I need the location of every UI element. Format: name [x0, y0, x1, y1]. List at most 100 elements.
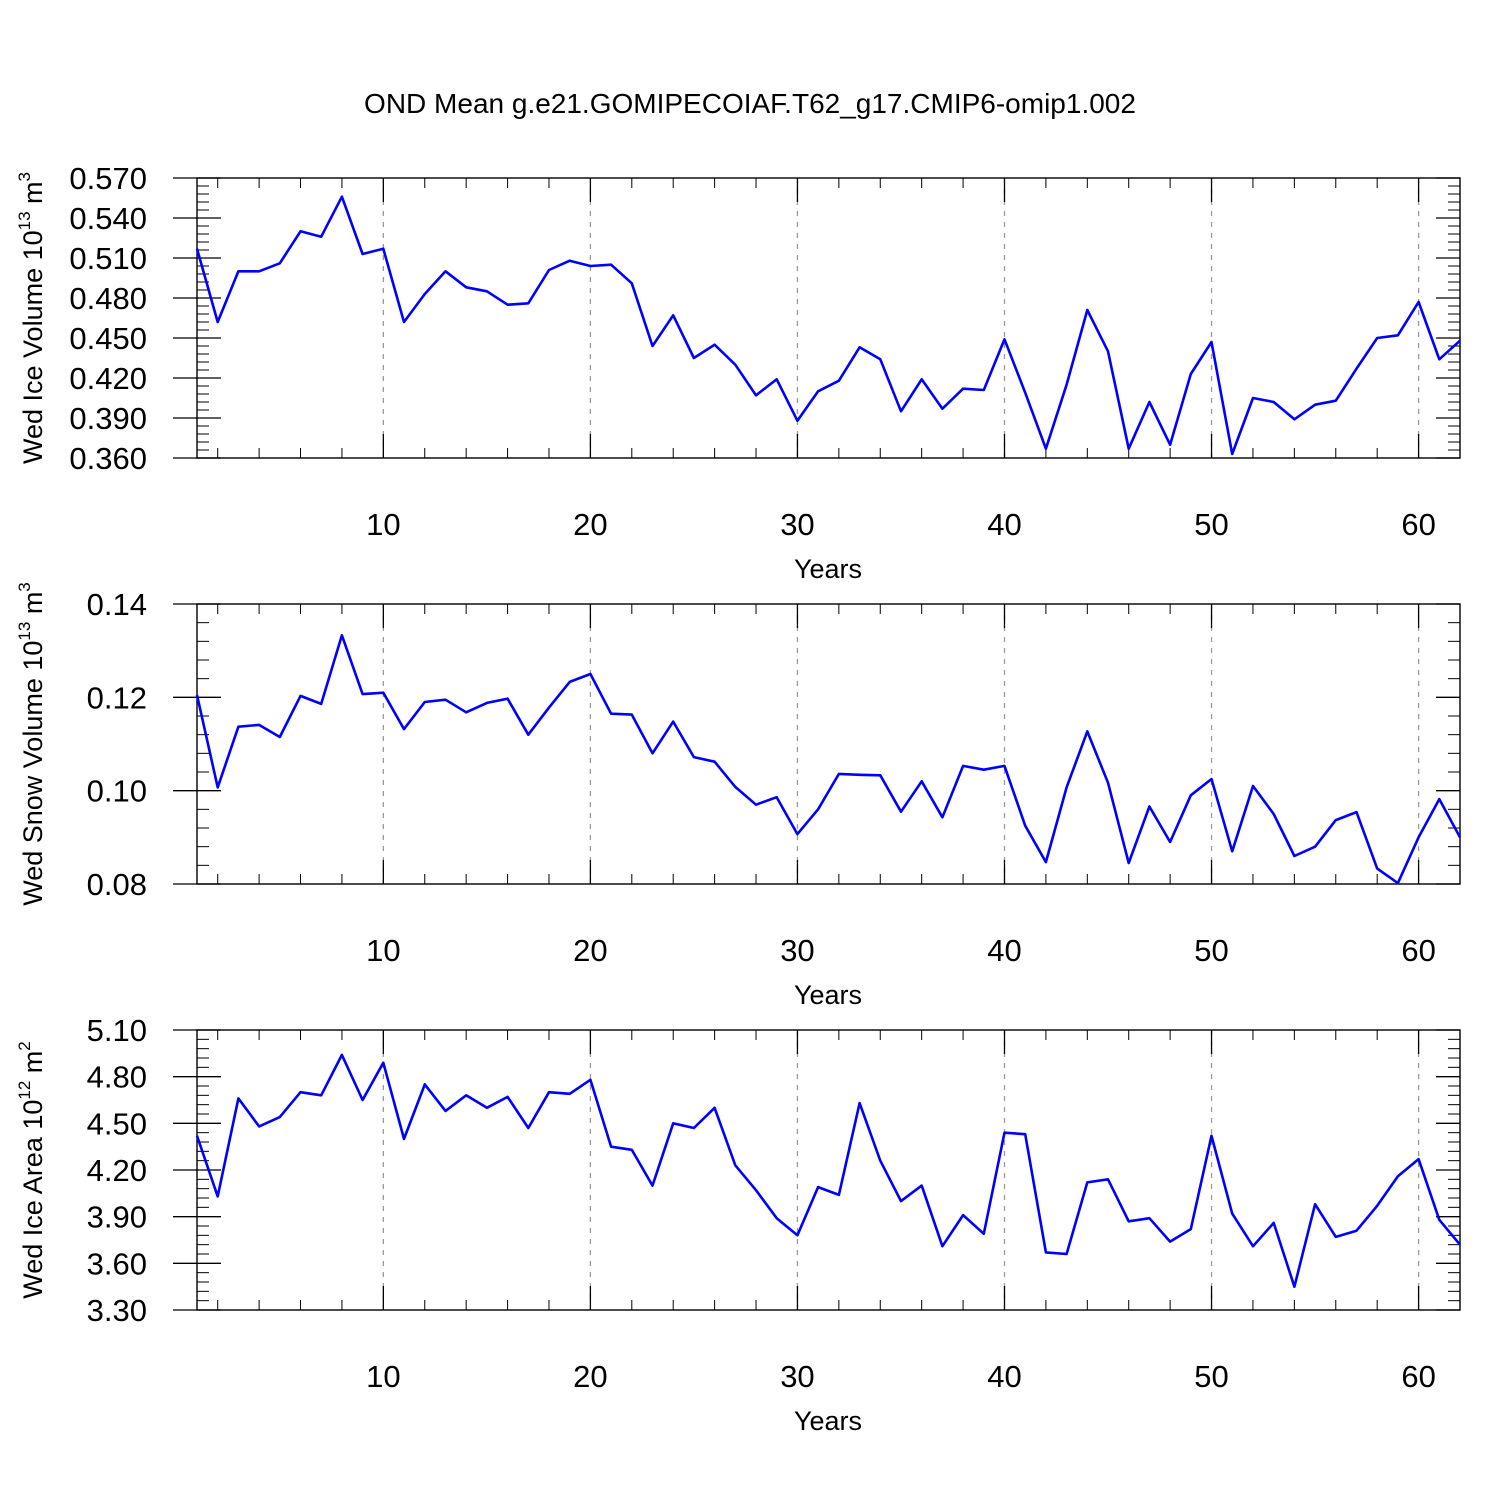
data-point: [258, 270, 260, 272]
data-point: [734, 1164, 736, 1166]
data-point: [1190, 373, 1192, 375]
data-point: [1169, 443, 1171, 445]
data-point: [589, 673, 591, 675]
data-point: [589, 1079, 591, 1081]
data-point: [320, 1094, 322, 1096]
data-point: [341, 634, 343, 636]
y-tick-label: 0.540: [69, 201, 147, 236]
data-point: [1376, 337, 1378, 339]
data-point: [796, 833, 798, 835]
data-point: [858, 1102, 860, 1104]
y-tick-label: 3.60: [87, 1246, 147, 1281]
data-point: [1107, 782, 1109, 784]
series-line-wed-ice-area: [195, 1053, 1461, 1288]
x-tick-label: 60: [1401, 933, 1435, 968]
data-point: [1065, 1253, 1067, 1255]
figure-title: OND Mean g.e21.GOMIPECOIAF.T62_g17.CMIP6…: [364, 88, 1136, 119]
data-point: [1003, 338, 1005, 340]
data-point: [858, 346, 860, 348]
data-point: [610, 263, 612, 265]
data-point: [1335, 1236, 1337, 1238]
x-axis-label: Years: [794, 554, 862, 584]
data-point: [962, 765, 964, 767]
data-point: [1003, 1131, 1005, 1133]
data-point: [1335, 399, 1337, 401]
data-point: [1376, 1205, 1378, 1207]
data-point: [1024, 1133, 1026, 1135]
data-point: [403, 728, 405, 730]
data-point: [196, 694, 198, 696]
data-point: [1210, 341, 1212, 343]
x-tick-label: 40: [987, 507, 1021, 542]
panel-3: 3.30 3.60 3.90 4.20 4.50 4.80 5.10 10 20 30 40 50 60…: [15, 1013, 1461, 1436]
data-point: [858, 774, 860, 776]
y-tick-label: 4.80: [87, 1060, 147, 1095]
data-point: [548, 269, 550, 271]
y-tick-label: 0.570: [69, 161, 147, 196]
data-point: [279, 736, 281, 738]
data-point: [713, 1107, 715, 1109]
data-point: [920, 378, 922, 380]
x-tick-label: 50: [1194, 507, 1228, 542]
data-point: [693, 1127, 695, 1129]
x-tick-label: 30: [780, 933, 814, 968]
y-axis-label: Wed Ice Volume 1013 m3: [15, 172, 48, 464]
y-axis-label-part: m: [18, 592, 48, 622]
data-point: [341, 1054, 343, 1056]
data-point: [838, 379, 840, 381]
data-point: [320, 235, 322, 237]
data-point: [1107, 350, 1109, 352]
data-point: [424, 293, 426, 295]
y-tick-label: 0.360: [69, 441, 147, 476]
x-tick-label: 20: [573, 933, 607, 968]
data-point: [1190, 794, 1192, 796]
data-point: [1148, 401, 1150, 403]
data-point: [838, 1194, 840, 1196]
data-point: [1210, 1135, 1212, 1137]
data-point: [486, 1107, 488, 1109]
panel-1: 0.360 0.390 0.420 0.450 0.480 0.510 0.540 0.570…: [15, 161, 1461, 584]
data-point: [672, 1122, 674, 1124]
data-point: [983, 768, 985, 770]
data-point: [1148, 1217, 1150, 1219]
data-point: [403, 321, 405, 323]
data-point: [1231, 850, 1233, 852]
y-tick-label: 0.10: [87, 774, 147, 809]
data-point: [941, 1245, 943, 1247]
data-point: [713, 761, 715, 763]
y-axis-label-part: 13: [15, 622, 34, 641]
data-point: [1459, 1243, 1461, 1245]
data-point: [610, 712, 612, 714]
data-point: [631, 282, 633, 284]
data-point: [693, 357, 695, 359]
data-point: [299, 230, 301, 232]
data-point: [1231, 1212, 1233, 1214]
data-point: [941, 816, 943, 818]
data-point: [527, 302, 529, 304]
data-point: [424, 701, 426, 703]
data-point: [237, 726, 239, 728]
y-axis-label-part: m: [18, 181, 48, 211]
y-tick-label: 3.90: [87, 1200, 147, 1235]
data-point: [1355, 367, 1357, 369]
x-tick-label: 60: [1401, 1359, 1435, 1394]
data-point: [1335, 819, 1337, 821]
data-point: [382, 247, 384, 249]
data-point: [734, 786, 736, 788]
data-point: [444, 698, 446, 700]
data-point: [817, 390, 819, 392]
y-axis-label: Wed Ice Area 1012 m2: [15, 1041, 48, 1299]
data-point: [361, 253, 363, 255]
data-point: [693, 756, 695, 758]
data-point: [776, 1217, 778, 1219]
x-tick-label: 40: [987, 1359, 1021, 1394]
y-tick-label: 0.08: [87, 867, 147, 902]
data-point: [1314, 403, 1316, 405]
y-tick-label: 4.50: [87, 1106, 147, 1141]
y-tick-label: 4.20: [87, 1153, 147, 1188]
data-point: [1128, 862, 1130, 864]
x-tick-label: 50: [1194, 1359, 1228, 1394]
data-point: [465, 1094, 467, 1096]
data-point: [1148, 805, 1150, 807]
